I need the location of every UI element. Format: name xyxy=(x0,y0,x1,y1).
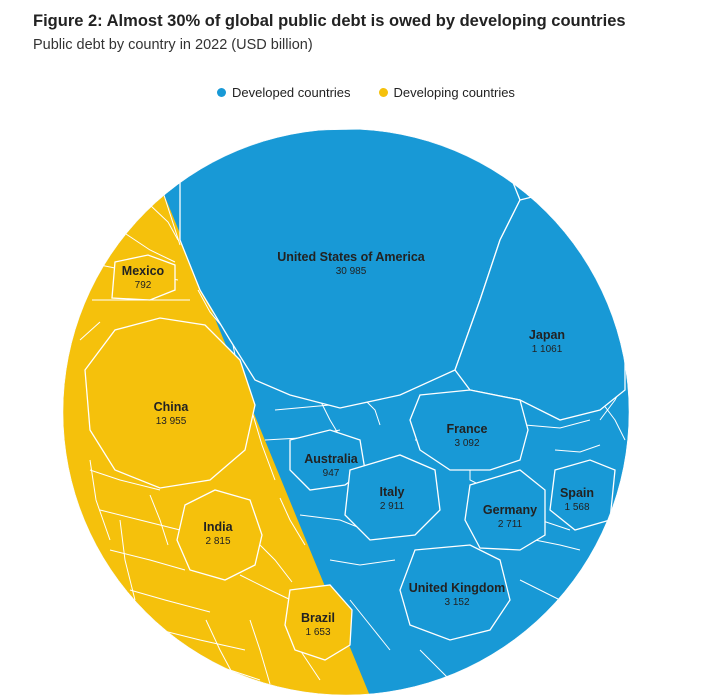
legend-item-developed: Developed countries xyxy=(217,85,351,100)
cell-china xyxy=(84,317,256,489)
label-usa: United States of America xyxy=(277,250,426,264)
developing-minor-cell-edge xyxy=(109,549,186,571)
value-italy: 2 911 xyxy=(380,501,405,512)
cell-brazil xyxy=(284,584,353,661)
developing-minor-cell-edge xyxy=(249,619,271,685)
legend-label-developed: Developed countries xyxy=(232,84,351,100)
developing-minor-cell-edge xyxy=(254,539,293,583)
label-germany: Germany xyxy=(483,503,537,517)
developing-minor-cell-edge xyxy=(89,459,111,541)
label-australia: Australia xyxy=(304,452,359,466)
cell-italy xyxy=(344,454,441,541)
value-australia: 947 xyxy=(323,468,340,479)
label-france: France xyxy=(447,422,488,436)
developing-minor-cell-edge xyxy=(279,497,306,546)
developed-minor-cell-edge xyxy=(524,419,591,429)
label-spain: Spain xyxy=(560,486,594,500)
value-france: 3 092 xyxy=(454,438,479,449)
chart-outline xyxy=(62,128,630,696)
developing-minor-cell-edge xyxy=(239,574,296,603)
developed-minor-cell-edge xyxy=(299,514,361,529)
label-italy: Italy xyxy=(379,485,404,499)
cell-germany xyxy=(464,469,546,551)
cell-mexico xyxy=(111,254,176,301)
legend-swatch-developed xyxy=(217,87,226,97)
chart-subtitle: Public debt by country in 2022 (USD bill… xyxy=(33,37,313,53)
value-usa: 30 985 xyxy=(336,266,367,277)
value-spain: 1 568 xyxy=(564,502,589,513)
developed-minor-cell-edge xyxy=(329,559,396,566)
developed-minor-cell-edge xyxy=(519,579,561,601)
developing-minor-cell-edge xyxy=(149,204,179,241)
developing-minor-cell-edge xyxy=(149,494,169,546)
cell-france xyxy=(409,389,529,471)
developing-minor-cell-edge xyxy=(159,629,246,651)
developed-minor-cell-edge xyxy=(554,444,601,453)
developed-minor-cell-edge xyxy=(349,599,391,651)
developing-minor-cell-edge xyxy=(205,619,237,681)
label-united-kingdom: United Kingdom xyxy=(409,581,506,595)
value-japan: 1 1061 xyxy=(532,344,563,355)
cell-india xyxy=(176,489,263,581)
legend-item-developing: Developing countries xyxy=(378,84,515,100)
label-brazil: Brazil xyxy=(301,611,335,625)
developing-minor-cell-edge xyxy=(162,191,181,246)
legend-swatch-developing xyxy=(378,87,388,97)
developing-minor-cell-edge xyxy=(249,404,276,481)
value-germany: 2 711 xyxy=(498,519,523,530)
label-china: China xyxy=(154,400,190,414)
value-united-kingdom: 3 152 xyxy=(444,597,469,608)
legend-label-developing: Developing countries xyxy=(393,84,515,100)
label-japan: Japan xyxy=(529,328,565,342)
developing-minor-cell-edge xyxy=(89,469,161,491)
cell-united-kingdom xyxy=(399,544,511,641)
chart-title: Figure 2: Almost 30% of global public de… xyxy=(33,12,626,30)
developing-minor-cell-edge xyxy=(79,321,101,341)
chart-legend: Developed countries Developing countries xyxy=(217,83,543,101)
developing-minor-cell-edge xyxy=(129,589,211,613)
value-india: 2 815 xyxy=(205,536,230,547)
developing-minor-cell-edge xyxy=(99,509,181,531)
developed-minor-cell-edge xyxy=(534,539,581,551)
value-china: 13 955 xyxy=(156,416,187,427)
developing-minor-cell-edge xyxy=(119,229,176,263)
developing-minor-cell-edge xyxy=(119,519,136,601)
label-india: India xyxy=(203,520,233,534)
label-mexico: Mexico xyxy=(122,264,165,278)
value-mexico: 792 xyxy=(135,280,152,291)
developing-minor-cell-edge xyxy=(299,649,321,681)
value-brazil: 1 653 xyxy=(305,627,330,638)
